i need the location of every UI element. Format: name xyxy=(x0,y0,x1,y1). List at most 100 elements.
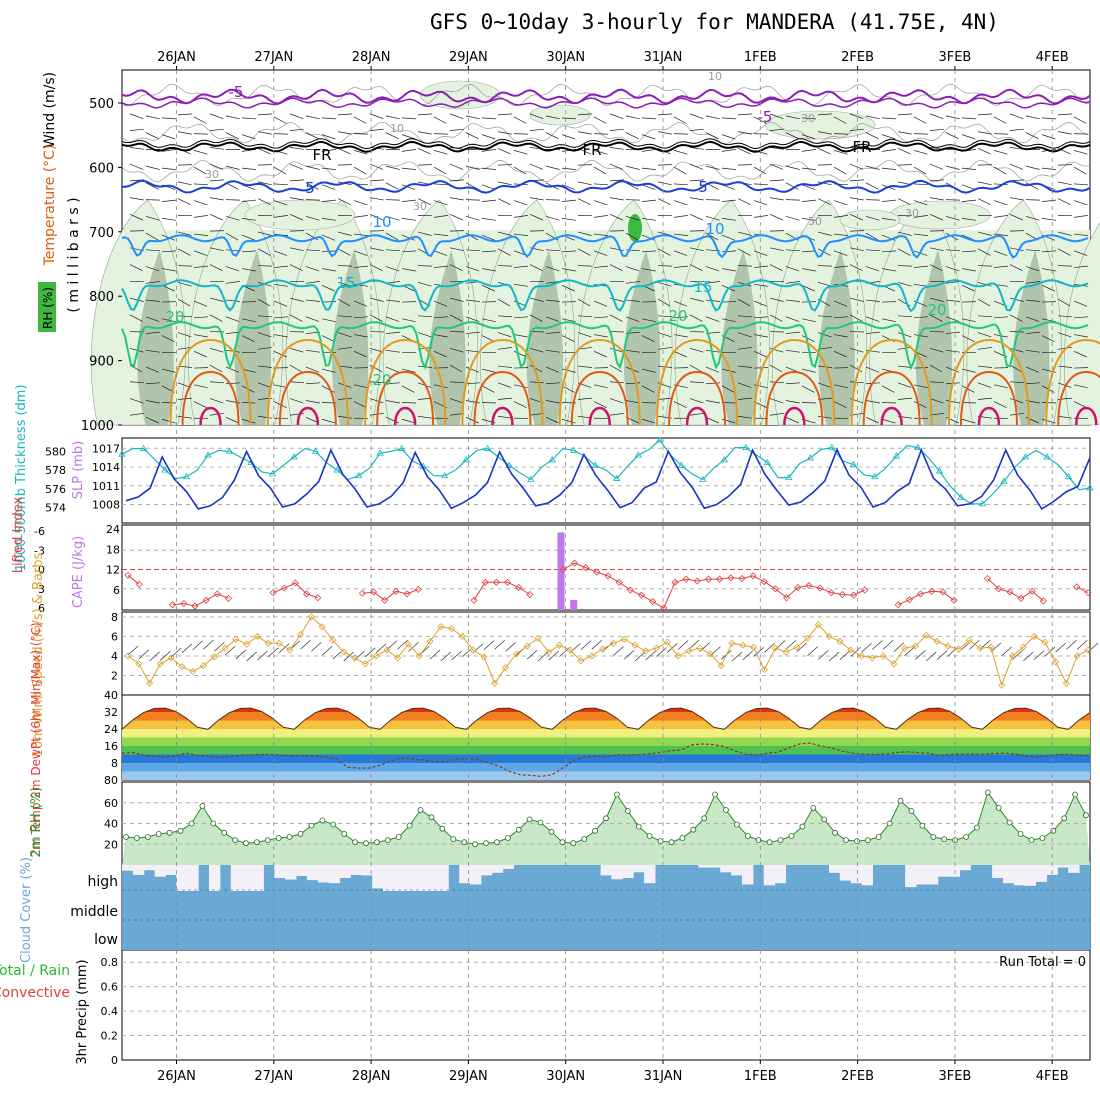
wind-barb xyxy=(881,199,896,202)
wind-barb xyxy=(929,297,944,302)
contour-label: 30 xyxy=(413,200,427,213)
wind-barb xyxy=(481,250,497,253)
rh-marker xyxy=(821,816,828,823)
wind-barb xyxy=(497,298,511,307)
wind-barb xyxy=(257,365,272,368)
wind-barb xyxy=(1041,199,1056,202)
wind-barb xyxy=(145,115,160,120)
lifted-index-marker xyxy=(916,590,925,598)
wind-barb xyxy=(977,332,992,338)
cloud-high-gap xyxy=(274,865,286,878)
wind-barb xyxy=(593,401,607,409)
wind-tick-label: 4 xyxy=(111,650,118,663)
surface-wind-barb xyxy=(408,642,419,652)
wind-barb xyxy=(417,265,433,267)
wind-barb xyxy=(817,248,831,256)
wind-barb xyxy=(737,231,752,236)
lifted-index-marker xyxy=(492,578,500,586)
wind-barb xyxy=(321,335,335,343)
wind-barb xyxy=(945,115,960,120)
wind-speed-marker xyxy=(933,637,941,645)
panel-frame-3 xyxy=(121,524,1091,611)
wind-barb xyxy=(993,166,1007,175)
wind-barb xyxy=(161,268,176,272)
wind-barb xyxy=(881,217,896,221)
wind-barb xyxy=(305,216,320,221)
rh-marker xyxy=(297,831,304,837)
contour-label: 10 xyxy=(390,122,404,135)
wind-speed-marker xyxy=(221,644,229,652)
date-label-top: 1FEB xyxy=(744,50,777,65)
wind-barb xyxy=(481,234,496,241)
cloud-high-gap xyxy=(742,865,754,885)
cloud-high-gap xyxy=(393,865,406,891)
cloud-high-gap xyxy=(426,865,438,891)
wind-barb xyxy=(625,281,640,284)
wind-barb xyxy=(817,113,833,116)
wind-barb xyxy=(737,365,752,368)
surface-wind-barb xyxy=(429,649,441,660)
cloud-high-gap xyxy=(829,865,841,873)
isotherm-5 xyxy=(122,179,1091,194)
wind-barb xyxy=(1073,265,1088,268)
wind-barb xyxy=(337,148,351,155)
wind-barb xyxy=(657,181,672,186)
wind-barb xyxy=(1041,318,1056,323)
wind-barb xyxy=(145,232,159,241)
wind-barb xyxy=(225,366,240,373)
cloud-high-gap xyxy=(600,865,612,876)
wind-barb xyxy=(385,249,401,252)
wind-barb xyxy=(129,314,143,322)
wind-barb xyxy=(641,418,656,424)
wind-barb xyxy=(929,398,944,404)
surface-wind-barb xyxy=(990,642,1002,653)
wind-barb xyxy=(1041,134,1056,140)
wind-barb xyxy=(529,347,544,353)
wind-barb xyxy=(705,366,720,373)
isotherm-25 xyxy=(558,338,641,426)
rh-shade-max xyxy=(628,214,642,242)
wind-barb xyxy=(577,332,592,338)
wind-barb xyxy=(929,314,943,322)
rh-marker xyxy=(461,839,468,846)
wind-barb xyxy=(289,163,304,170)
chart-title: GFS 0~10day 3-hourly for MANDERA (41.75E… xyxy=(430,10,999,34)
wind-barb xyxy=(657,164,673,166)
wind-barb xyxy=(801,184,816,190)
wind-speed-marker xyxy=(243,640,251,648)
thickness-marker xyxy=(591,461,599,468)
wind-barb xyxy=(785,316,800,322)
panel-frame-8 xyxy=(121,949,1091,1061)
wind-barb xyxy=(641,184,656,190)
wind-barb xyxy=(497,415,512,419)
wind-barb xyxy=(721,134,736,140)
cloud-level-label: low xyxy=(94,932,118,948)
precip-total-label: Total / Rain xyxy=(0,963,70,979)
lifted-index-marker xyxy=(124,571,132,579)
thickness-marker xyxy=(1043,453,1051,460)
wind-barb xyxy=(545,216,560,221)
wind-barb xyxy=(721,184,736,190)
rh-marker xyxy=(472,841,479,848)
rh-shade-patch xyxy=(529,104,591,126)
thickness-marker xyxy=(505,461,513,468)
li-tick-label: -6 xyxy=(34,525,45,538)
wind-barb xyxy=(977,231,992,236)
wind-speed-marker xyxy=(922,631,930,640)
wind-barb xyxy=(289,297,304,302)
wind-barb xyxy=(625,182,639,190)
surface-wind-barb xyxy=(375,643,387,653)
wind-barb xyxy=(353,316,369,319)
wind-barb xyxy=(929,381,945,384)
wind-barb xyxy=(817,198,831,206)
wind-barb xyxy=(689,128,704,131)
precip-tick-label: 0.8 xyxy=(101,956,119,969)
wind-barb xyxy=(913,166,927,175)
surface-wind-barb xyxy=(872,640,883,650)
slp-tick-label: 1017 xyxy=(92,442,120,455)
wind-barb xyxy=(609,113,624,120)
wind-barb xyxy=(865,316,880,322)
cloud-high-gap xyxy=(622,865,634,878)
wind-barb xyxy=(273,265,288,268)
thickness-marker xyxy=(677,461,685,468)
